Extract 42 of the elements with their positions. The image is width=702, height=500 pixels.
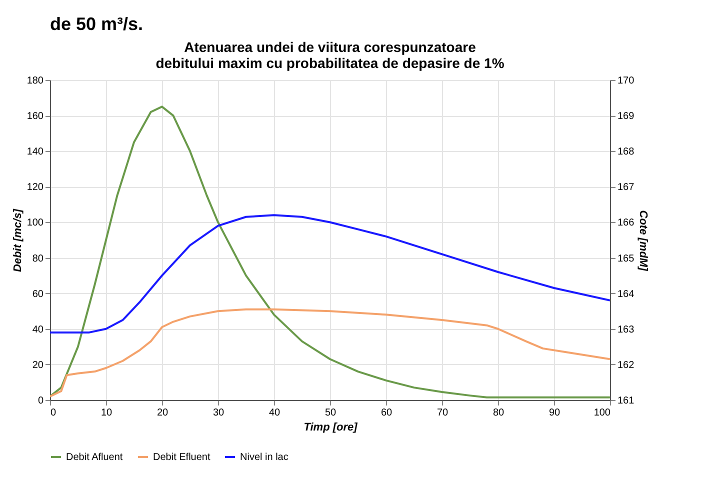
y-tick-label: 120 bbox=[26, 182, 44, 194]
y2-tick-label: 169 bbox=[618, 111, 635, 122]
y-tick-label: 60 bbox=[32, 288, 44, 300]
y-tick-label: 80 bbox=[32, 253, 44, 264]
line-series bbox=[50, 308, 610, 398]
x-tick-label: 100 bbox=[594, 408, 611, 418]
x-tick-label: 90 bbox=[548, 408, 560, 418]
x-tick-label: 80 bbox=[492, 408, 504, 418]
y2-tick-label: 170 bbox=[618, 76, 635, 86]
y2-tick-label: 167 bbox=[618, 182, 635, 194]
line-series bbox=[50, 106, 610, 398]
x-tick-label: 10 bbox=[100, 408, 112, 418]
text: de 50 m³/s. bbox=[50, 14, 144, 34]
y-tick-label: 180 bbox=[26, 76, 44, 86]
y2-tick-label: 161 bbox=[618, 396, 635, 406]
y-tick-label: 40 bbox=[32, 324, 44, 336]
x-tick-label: 40 bbox=[268, 408, 280, 418]
x-axis-title: Timp [ore] bbox=[304, 422, 358, 434]
legend-label: Debit Afluent bbox=[66, 452, 123, 463]
y-tick-label: 160 bbox=[26, 111, 44, 122]
y-tick-label: 140 bbox=[26, 146, 44, 158]
y2-tick-label: 163 bbox=[618, 324, 635, 336]
y2-tick-label: 162 bbox=[618, 360, 635, 371]
y-tick-label: 100 bbox=[26, 218, 44, 229]
x-tick-label: 70 bbox=[436, 408, 448, 418]
y2-axis-title: Cote [mdM] bbox=[637, 210, 650, 272]
x-tick-label: 30 bbox=[212, 408, 224, 418]
line-series bbox=[50, 214, 610, 334]
y2-tick-label: 164 bbox=[618, 288, 635, 300]
x-tick-label: 20 bbox=[156, 408, 168, 418]
chart-title: Atenuarea undei de viitura corespunzatoare debitului maxim cu probabilitatea de depasire de 1% bbox=[156, 39, 505, 71]
x-tick-label: 50 bbox=[324, 408, 336, 418]
y-tick-label: 20 bbox=[32, 360, 44, 371]
x-tick-label: 60 bbox=[380, 408, 392, 418]
legend-label: Nivel in lac bbox=[240, 452, 288, 463]
y2-tick-label: 165 bbox=[618, 253, 635, 264]
y2-tick-label: 168 bbox=[618, 146, 635, 158]
y2-tick-label: 166 bbox=[618, 218, 635, 229]
y-tick-label: 0 bbox=[38, 396, 44, 406]
x-tick-label: 0 bbox=[50, 408, 56, 418]
legend-label: Debit Efluent bbox=[153, 452, 210, 463]
y-axis-title: Debit [mc/s] bbox=[12, 208, 24, 272]
